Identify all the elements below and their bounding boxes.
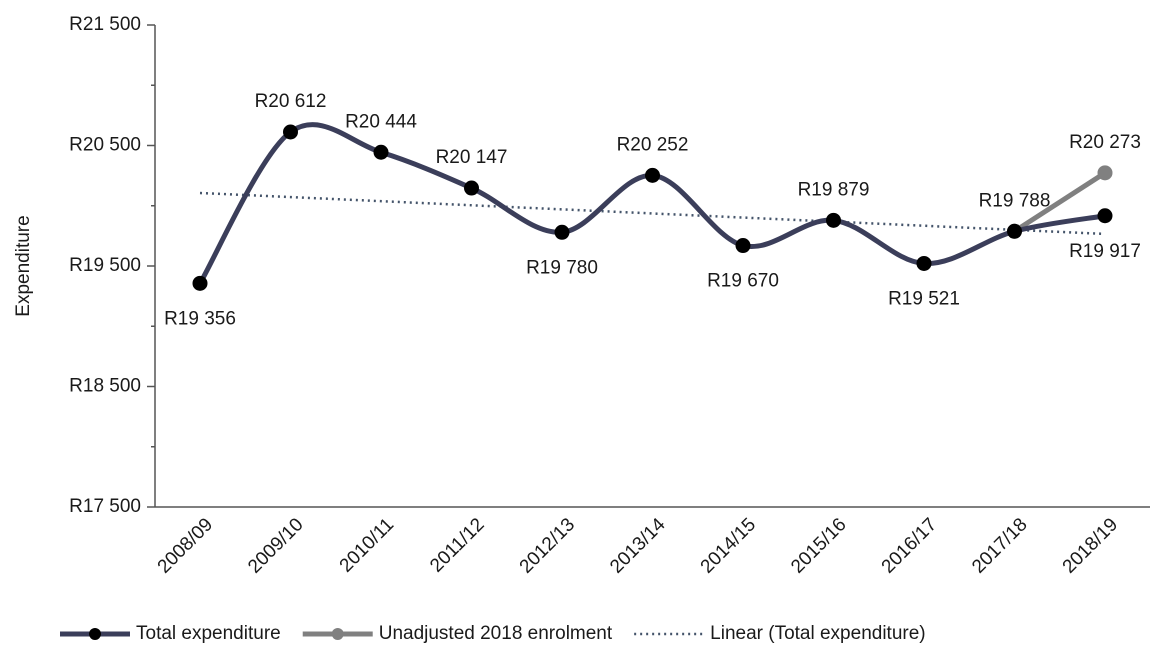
- data-point: [283, 124, 298, 140]
- x-tick-label: 2015/16: [787, 514, 850, 577]
- x-tick-label: 2011/12: [426, 514, 488, 576]
- data-point: [464, 180, 479, 196]
- legend-label: Total expenditure: [136, 623, 281, 644]
- data-point: [192, 275, 208, 291]
- data-point: [373, 144, 389, 160]
- data-point: [1097, 208, 1113, 224]
- x-tick-label: 2010/11: [336, 514, 398, 576]
- data-point: [916, 255, 932, 271]
- y-tick-label: R21 500: [69, 14, 141, 35]
- data-label: R20 252: [617, 134, 689, 155]
- data-point: [826, 212, 841, 228]
- x-tick-label: 2017/18: [968, 514, 1031, 577]
- x-tick-label: 2014/15: [697, 514, 760, 577]
- y-axis-title: Expenditure: [13, 215, 34, 316]
- data-point: [554, 224, 570, 240]
- trendline: [199, 191, 1106, 236]
- data-label: R19 356: [164, 308, 236, 329]
- legend-marker: [331, 628, 344, 640]
- data-label: R19 521: [888, 288, 960, 309]
- data-label: R20 612: [255, 91, 327, 112]
- data-label: R20 273: [1069, 132, 1141, 153]
- data-label: R20 147: [436, 147, 508, 168]
- x-tick-label: 2008/09: [154, 514, 217, 577]
- legend-label: Unadjusted 2018 enrolment: [379, 623, 613, 644]
- data-point: [735, 238, 751, 254]
- data-point: [1007, 223, 1022, 239]
- data-label: R19 780: [526, 257, 598, 278]
- data-label: R20 444: [345, 111, 417, 132]
- x-tick-label: 2009/10: [244, 514, 307, 577]
- data-label: R19 670: [707, 271, 779, 292]
- legend-label: Linear (Total expenditure): [710, 623, 925, 644]
- y-tick-label: R19 500: [69, 255, 141, 276]
- series-line: [1013, 170, 1107, 234]
- x-tick-label: 2016/17: [878, 514, 941, 577]
- data-label: R19 879: [798, 179, 870, 200]
- data-point: [645, 167, 660, 183]
- y-tick-label: R18 500: [69, 376, 141, 397]
- data-label: R19 788: [979, 190, 1051, 211]
- legend-marker: [89, 628, 101, 640]
- y-tick-label: R17 500: [69, 496, 141, 517]
- x-tick-label: 2018/19: [1059, 514, 1122, 577]
- y-tick-label: R20 500: [69, 135, 141, 156]
- data-point: [1097, 165, 1113, 181]
- x-tick-label: 2012/13: [516, 514, 579, 577]
- x-tick-label: 2013/14: [606, 514, 670, 578]
- data-label: R19 917: [1069, 241, 1141, 262]
